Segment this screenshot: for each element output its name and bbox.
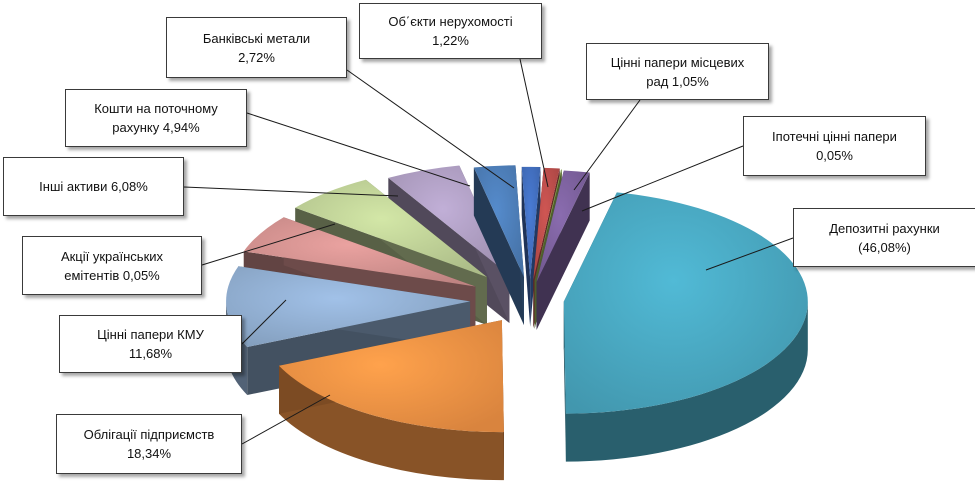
callout-line: Депозитні рахунки [829, 220, 940, 236]
pie-slice-other_purple [536, 170, 590, 330]
callout-deposits: Депозитні рахунки (46,08%) [793, 208, 975, 267]
slice-face-a-bank_metals [473, 167, 524, 326]
callout-line: (46,08%) [858, 239, 911, 255]
callout-cmu: Цінні папери КМУ 11,68% [59, 315, 242, 373]
slice-top-real_estate [521, 166, 541, 279]
callout-line: Інші активи 6,08% [39, 179, 148, 194]
leader-line-cmu [241, 299, 287, 345]
slice-top-other_purple [536, 170, 590, 282]
leader-line-local_council [573, 99, 641, 191]
leader-line-deposits [705, 237, 794, 271]
callout-local_council: Цінні папери місцевих рад 1,05% [586, 43, 769, 100]
callout-line: 1,22% [432, 33, 469, 48]
leader-line-mortgage [581, 145, 744, 212]
callout-line: емітентів 0,05% [64, 267, 160, 283]
callout-line: Цінні папери КМУ [97, 327, 204, 342]
slice-face-b-deposits [563, 301, 566, 462]
callout-real_estate: Об΄єкти нерухомості 1,22% [359, 3, 542, 59]
callout-line: Об΄єкти нерухомості [388, 14, 513, 29]
pie-slice-deposits [563, 192, 808, 462]
slice-face-b-real_estate [530, 166, 541, 327]
callout-line: рад 1,05% [646, 73, 709, 89]
slice-top-mortgage [534, 169, 562, 281]
pie-slice-real_estate [521, 166, 541, 327]
callout-current_account: Кошти на поточному рахунку 4,94% [65, 89, 247, 147]
callout-line: Іпотечні цінні папери [772, 129, 897, 144]
callout-line: Кошти на поточному [94, 101, 218, 116]
callout-line: Банківські метали [202, 30, 311, 46]
slice-face-a-real_estate [521, 166, 531, 327]
leader-line-bank_metals [346, 69, 515, 189]
leader-line-other_assets [183, 186, 399, 197]
leader-line-ua_issuers [201, 223, 336, 266]
slice-top-local_council [533, 167, 560, 280]
slice-top-deposits [563, 192, 808, 414]
callout-line: 11,68% [128, 346, 173, 361]
pie-slice-corporate_bonds [279, 320, 504, 481]
callout-line: Облігації підприємств [83, 427, 215, 442]
callout-ua_issuers: Акції українських емітентів 0,05% [22, 236, 202, 295]
callout-mortgage: Іпотечні цінні папери 0,05% [743, 116, 926, 176]
leader-line-real_estate [519, 58, 549, 188]
callout-line: рахунку 4,94% [112, 120, 200, 135]
callout-line: 2,72% [238, 49, 275, 65]
slice-face-b-other_purple [536, 172, 590, 330]
leader-line-current_account [246, 112, 471, 187]
slice-top-corporate_bonds [279, 320, 504, 433]
leader-line-corporate_bonds [241, 394, 331, 445]
slice-side-deposits [565, 301, 808, 462]
callout-other_assets: Інші активи 6,08% [3, 157, 184, 216]
callout-bank_metals: Банківські метали 2,72% [166, 17, 347, 78]
slice-top-bank_metals [473, 165, 524, 278]
slice-top-cmu [226, 266, 471, 347]
slice-top-current_account [388, 165, 510, 276]
slice-top-other_assets [295, 179, 487, 278]
callout-line: 0,05% [816, 148, 853, 163]
pie-slice-bank_metals [473, 165, 524, 326]
callout-line: Цінні папери місцевих [610, 54, 745, 70]
callout-line: 18,34% [126, 446, 172, 461]
slice-side-corporate_bonds [279, 365, 504, 481]
callout-corporate_bonds: Облігації підприємств 18,34% [56, 414, 242, 474]
callout-line: Акції українських [60, 248, 164, 264]
